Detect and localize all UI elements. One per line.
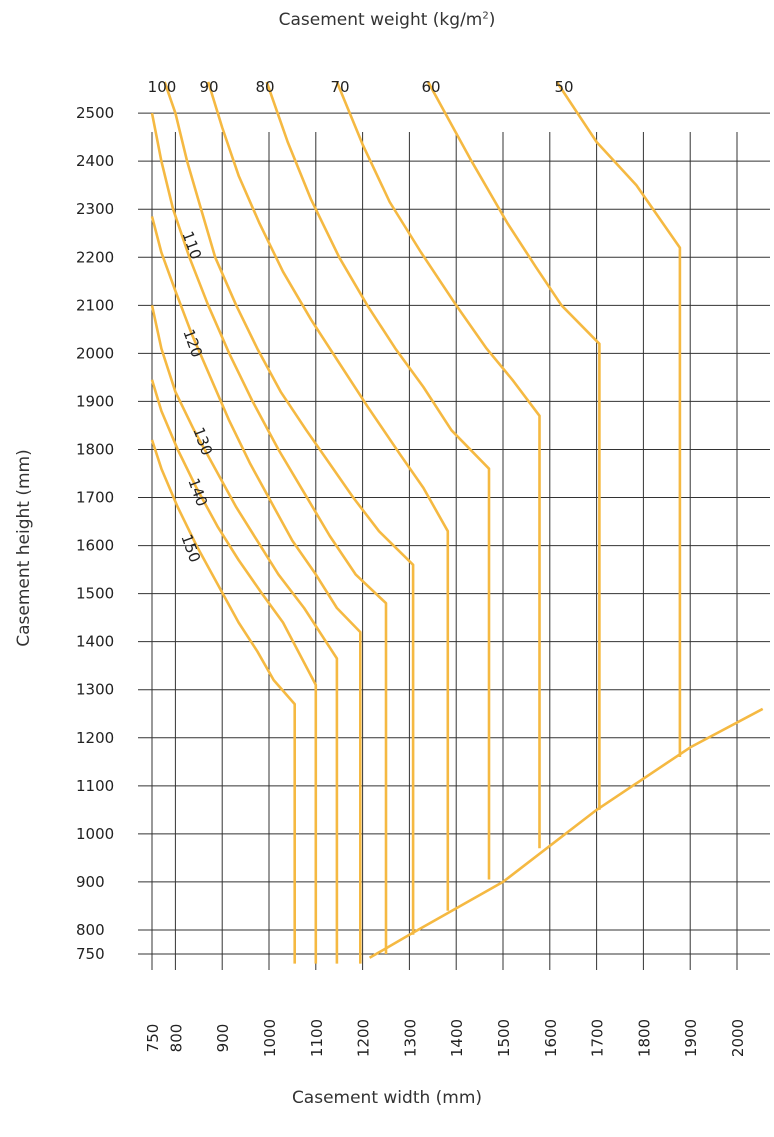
y-tick-label: 1100 xyxy=(76,777,114,795)
tick-labels: 750 800 900 1000 1100 1200 1300 1400 1500 1600 170… xyxy=(76,104,747,1057)
x-tick-label: 1300 xyxy=(401,1019,419,1057)
y-tick-label: 1200 xyxy=(76,729,114,747)
y-tick-label: 1600 xyxy=(76,537,114,555)
y-tick-label: 1800 xyxy=(76,440,114,458)
x-tick-label: 750 xyxy=(144,1024,162,1053)
x-tick-label: 1000 xyxy=(261,1019,279,1057)
curve-weight-label: 130 xyxy=(189,425,216,458)
series-line-110 xyxy=(150,112,388,954)
chart-title-superscript: 2 xyxy=(482,10,489,22)
series-line-80 xyxy=(265,81,491,880)
x-axis-title: Casement width (mm) xyxy=(291,1088,483,1108)
y-tick-label: 2300 xyxy=(76,200,114,218)
x-tick-label: 900 xyxy=(214,1024,232,1053)
top-weight-label: 50 xyxy=(554,78,573,96)
x-tick-label: 1800 xyxy=(635,1019,653,1057)
series-line-limit xyxy=(368,707,764,959)
y-tick-label: 2100 xyxy=(76,296,114,314)
grid xyxy=(138,112,770,970)
series-line-50 xyxy=(555,81,682,757)
x-tick-label: 1700 xyxy=(589,1019,607,1057)
series-line-90 xyxy=(206,81,450,911)
chart-title-text: Casement weight (kg/m xyxy=(278,10,483,30)
y-tick-label: 2400 xyxy=(76,152,114,170)
top-weight-label: 90 xyxy=(199,78,218,96)
x-tick-label: 800 xyxy=(167,1024,185,1053)
series-lines xyxy=(150,81,764,964)
x-tick-label: 2000 xyxy=(729,1019,747,1057)
top-weight-label: 70 xyxy=(330,78,349,96)
y-tick-label: 1700 xyxy=(76,489,114,507)
y-tick-label: 1500 xyxy=(76,585,114,603)
series-line-70 xyxy=(335,81,541,849)
y-tick-label: 1300 xyxy=(76,681,114,699)
y-tick-label: 750 xyxy=(76,945,105,963)
x-tick-label: 1900 xyxy=(682,1019,700,1057)
y-tick-label: 2000 xyxy=(76,344,114,362)
x-tick-label: 1200 xyxy=(355,1019,373,1057)
chart-title-end: ) xyxy=(488,10,496,30)
top-weight-label: 100 xyxy=(148,78,177,96)
series-line-150 xyxy=(150,439,296,964)
y-tick-label: 1000 xyxy=(76,825,114,843)
y-tick-label: 900 xyxy=(76,873,105,891)
series-line-100 xyxy=(163,81,415,935)
x-tick-label: 1100 xyxy=(308,1019,326,1057)
series-line-140 xyxy=(150,379,318,964)
y-tick-label: 800 xyxy=(76,921,105,939)
y-tick-label: 1900 xyxy=(76,392,114,410)
y-tick-label: 2500 xyxy=(76,104,114,122)
x-tick-label: 1600 xyxy=(542,1019,560,1057)
series-line-120 xyxy=(150,216,362,964)
curve-weight-label: 150 xyxy=(177,532,204,565)
x-tick-label: 1400 xyxy=(448,1019,466,1057)
chart-title: Casement weight (kg/m2) xyxy=(0,10,774,30)
top-weight-label: 80 xyxy=(255,78,274,96)
y-tick-label: 1400 xyxy=(76,633,114,651)
top-weight-label: 60 xyxy=(421,78,440,96)
curve-weight-label: 140 xyxy=(184,476,211,509)
series-line-60 xyxy=(426,81,601,810)
x-tick-label: 1500 xyxy=(495,1019,513,1057)
curve-weight-label: 120 xyxy=(179,327,206,360)
y-tick-label: 2200 xyxy=(76,248,114,266)
series-line-130 xyxy=(150,305,339,964)
